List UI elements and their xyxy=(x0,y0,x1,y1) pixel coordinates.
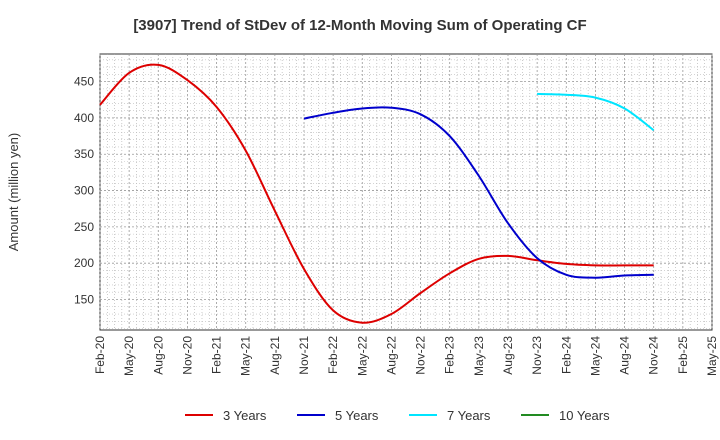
y-tick-label: 400 xyxy=(74,111,94,125)
series-line-5-years xyxy=(303,106,654,279)
series-line-7-years xyxy=(537,92,655,132)
x-tick-label: Aug-22 xyxy=(384,336,398,375)
y-tick-label: 300 xyxy=(74,184,94,198)
x-tick-label: Nov-22 xyxy=(414,336,428,375)
x-tick-label: May-21 xyxy=(239,336,253,376)
chart-title: [3907] Trend of StDev of 12-Month Moving… xyxy=(133,17,586,34)
legend: 3 Years 5 Years 7 Years 10 Years xyxy=(185,408,610,423)
grid-lines xyxy=(99,54,713,330)
x-tick-label: May-23 xyxy=(472,336,486,376)
x-tick-label: May-25 xyxy=(705,336,719,376)
y-tick-label: 350 xyxy=(74,147,94,161)
x-tick-label: Feb-24 xyxy=(559,336,573,374)
x-tick-label: May-22 xyxy=(355,336,369,376)
legend-label: 7 Years xyxy=(447,408,491,423)
y-axis-title: Amount (million yen) xyxy=(6,133,21,252)
y-tick-label: 200 xyxy=(74,256,94,270)
legend-label: 5 Years xyxy=(335,408,379,423)
legend-label: 3 Years xyxy=(223,408,267,423)
x-tick-label: May-24 xyxy=(588,336,602,376)
x-tick-label: Nov-20 xyxy=(180,336,194,375)
series-line-3-years xyxy=(99,63,654,324)
legend-label: 10 Years xyxy=(559,408,610,423)
x-tick-label: Aug-21 xyxy=(268,336,282,375)
x-tick-label: Feb-21 xyxy=(210,336,224,374)
x-tick-label: Aug-20 xyxy=(151,336,165,375)
y-tick-label: 150 xyxy=(74,292,94,306)
x-tick-label: Feb-23 xyxy=(443,336,457,374)
series-lines xyxy=(99,63,655,324)
x-tick-label: May-20 xyxy=(122,336,136,376)
y-axis-ticks: 150 200 250 300 350 400 450 xyxy=(74,75,94,307)
x-tick-label: Feb-25 xyxy=(676,336,690,374)
x-tick-label: Nov-21 xyxy=(297,336,311,375)
x-tick-label: Aug-23 xyxy=(501,336,515,375)
x-tick-label: Feb-20 xyxy=(93,336,107,374)
x-axis-ticks: Feb-20 May-20 Aug-20 Nov-20 Feb-21 May-21 Aug-… xyxy=(93,336,719,376)
x-tick-label: Nov-24 xyxy=(647,336,661,375)
x-tick-label: Nov-23 xyxy=(530,336,544,375)
y-tick-label: 250 xyxy=(74,220,94,234)
x-tick-label: Feb-22 xyxy=(326,336,340,374)
y-tick-label: 450 xyxy=(74,75,94,89)
x-tick-label: Aug-24 xyxy=(618,336,632,375)
